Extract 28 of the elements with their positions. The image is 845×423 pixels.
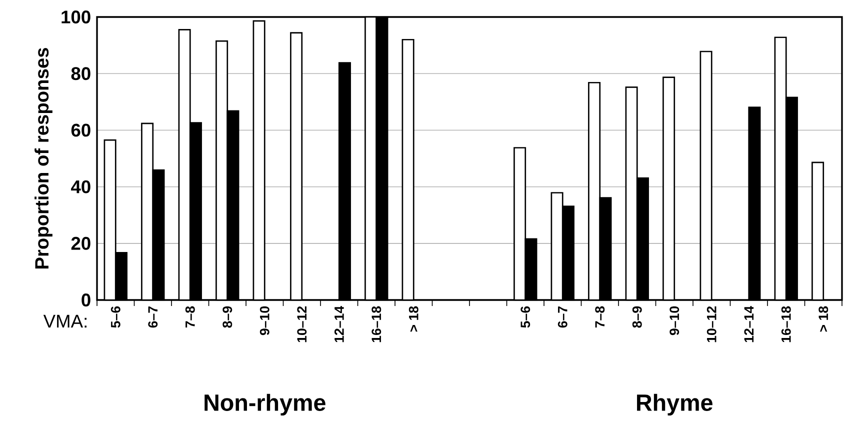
y-axis-title: Proportion of responses xyxy=(34,48,52,268)
y-tick-label: 100 xyxy=(62,10,90,24)
x-tick-label: 9–10 xyxy=(670,306,680,336)
text: Non-rhyme xyxy=(204,394,326,416)
y-tick-label: 40 xyxy=(71,180,90,194)
x-tick-label: 9–10 xyxy=(260,306,270,336)
x-tick-label: 12–14 xyxy=(334,306,344,342)
y-tick-label: 0 xyxy=(82,294,90,306)
x-tick-label: 5–6 xyxy=(110,306,120,328)
x-tick-label: 16–18 xyxy=(372,306,382,342)
x-tick-label: > 18 xyxy=(408,306,418,332)
x-tick-label: 6–7 xyxy=(148,306,158,328)
x-tick-label: 5–6 xyxy=(520,306,530,328)
text: Rhyme xyxy=(637,394,712,416)
x-tick-label: 10–12 xyxy=(297,306,307,342)
y-tick-label: 20 xyxy=(71,236,90,250)
y-tick-label: 60 xyxy=(71,124,90,137)
x-tick-label: 7–8 xyxy=(595,306,605,328)
x-tick-label: 8–9 xyxy=(632,306,642,328)
text: VMA: xyxy=(43,314,86,328)
x-tick-label: 6–7 xyxy=(558,306,568,328)
y-tick-label: 80 xyxy=(71,67,90,80)
x-tick-label: > 18 xyxy=(818,306,828,332)
x-tick-label: 7–8 xyxy=(185,306,195,328)
x-tick-label: 16–18 xyxy=(781,306,791,342)
x-tick-label: 12–14 xyxy=(744,306,754,342)
x-tick-label: 10–12 xyxy=(706,306,716,342)
x-tick-label: 8–9 xyxy=(222,306,232,328)
